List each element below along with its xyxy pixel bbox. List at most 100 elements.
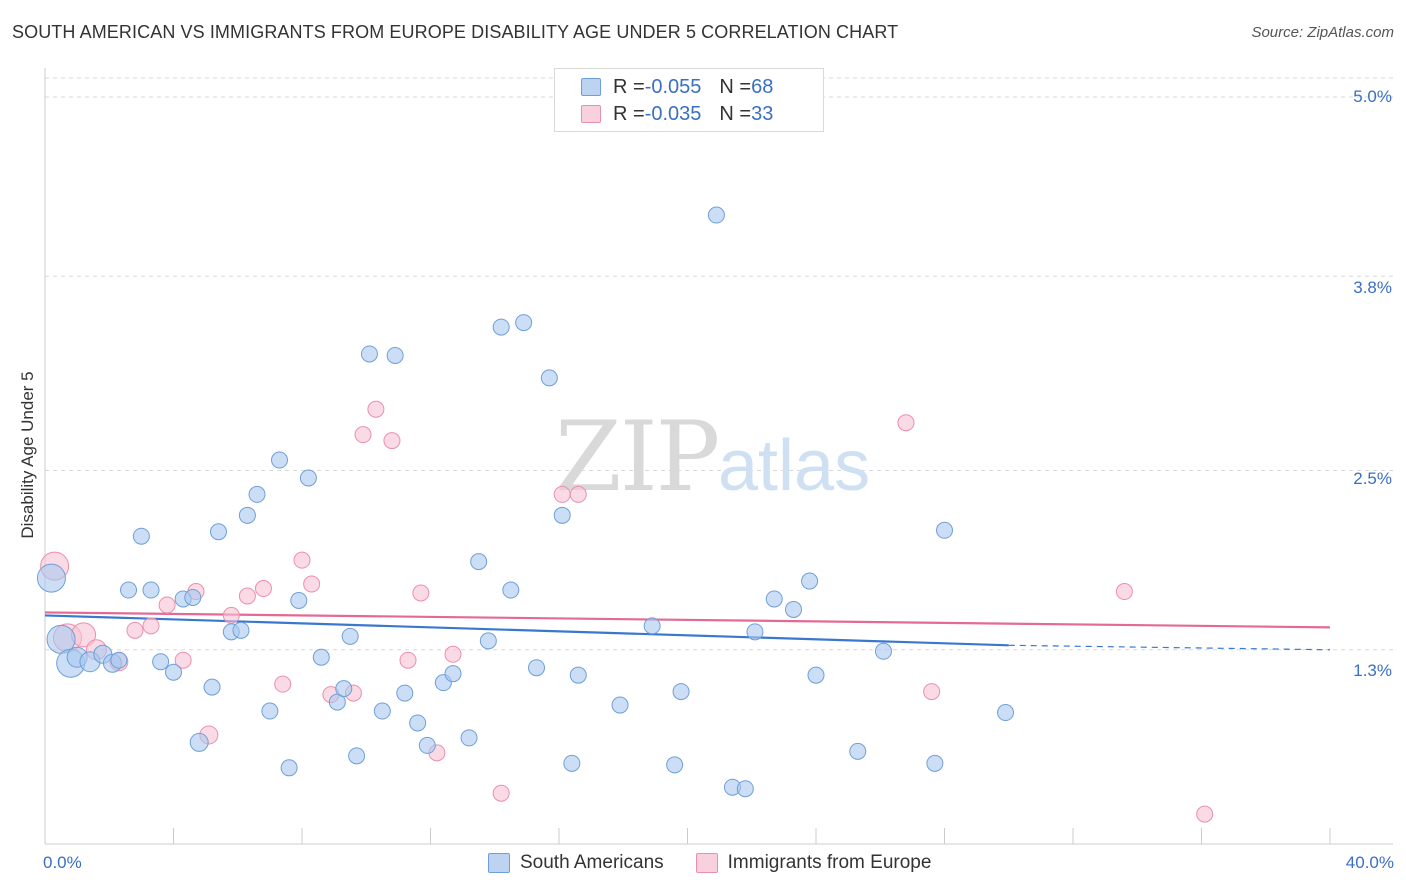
point-immigrant-europe <box>1196 805 1214 823</box>
point-south-american <box>611 696 629 714</box>
point-immigrant-europe <box>354 426 372 444</box>
point-south-american <box>528 659 546 677</box>
point-immigrant-europe <box>238 587 256 605</box>
legend-item-south-americans[interactable]: South Americans <box>488 852 664 874</box>
point-south-american <box>563 754 581 772</box>
point-south-american <box>152 653 170 671</box>
point-south-american <box>672 683 690 701</box>
point-south-american <box>736 780 754 798</box>
trend-lines <box>44 611 1331 651</box>
point-south-american <box>479 632 497 650</box>
point-immigrant-europe <box>492 784 510 802</box>
watermark-atlas: atlas <box>718 426 870 506</box>
legend-label: Immigrants from Europe <box>727 852 932 873</box>
r-value: -0.055 <box>644 75 702 98</box>
stats-row-immigrants-europe: R = -0.035 N = 33 <box>581 102 773 126</box>
point-south-american <box>666 756 684 774</box>
point-immigrant-europe <box>293 551 311 569</box>
point-south-american <box>335 680 353 698</box>
legend-item-immigrants-europe[interactable]: Immigrants from Europe <box>695 852 932 874</box>
stats-row-south-americans: R = -0.055 N = 68 <box>581 75 773 99</box>
point-immigrant-europe <box>222 606 240 624</box>
point-south-american <box>746 623 764 641</box>
point-south-american <box>460 729 478 747</box>
y-tick-label: 2.5% <box>1353 469 1392 488</box>
n-label: N = <box>719 102 752 125</box>
point-south-american <box>936 521 953 539</box>
chart-title: SOUTH AMERICAN VS IMMIGRANTS FROM EUROPE… <box>12 22 899 42</box>
point-immigrant-europe <box>1115 583 1133 601</box>
point-immigrant-europe <box>254 580 272 598</box>
n-value: 33 <box>751 102 774 125</box>
point-south-american <box>849 742 867 760</box>
point-south-american <box>184 588 202 606</box>
point-immigrant-europe <box>158 596 176 614</box>
point-immigrant-europe <box>569 485 587 503</box>
point-south-american <box>386 346 404 364</box>
point-south-american <box>248 485 266 503</box>
point-immigrant-europe <box>412 584 430 602</box>
point-immigrant-europe <box>923 683 941 701</box>
stats-legend: R = -0.055 N = 68 R = -0.035 N = 33 <box>554 68 824 132</box>
pink-swatch <box>695 853 718 873</box>
point-immigrant-europe <box>399 651 417 669</box>
point-south-american <box>515 314 533 332</box>
point-south-american <box>271 451 289 469</box>
point-south-american <box>643 617 661 635</box>
blue-swatch <box>581 78 601 96</box>
point-south-american <box>807 666 825 684</box>
point-immigrant-europe <box>303 575 321 593</box>
point-immigrant-europe <box>126 621 144 639</box>
pink-swatch <box>581 105 601 123</box>
point-south-american <box>409 714 427 732</box>
point-south-american <box>132 527 150 545</box>
point-south-american <box>312 648 330 666</box>
point-south-american <box>360 345 378 363</box>
point-south-american <box>373 702 391 720</box>
point-south-american <box>348 747 366 765</box>
point-south-american <box>997 704 1015 722</box>
point-south-american <box>110 651 128 669</box>
blue-swatch <box>488 853 510 873</box>
point-south-american <box>341 627 359 645</box>
x-tick-label: 40.0% <box>1345 853 1394 872</box>
trend-line-south-americans <box>44 614 1009 647</box>
point-immigrant-europe <box>897 414 915 432</box>
r-value: -0.035 <box>644 102 702 125</box>
point-south-american <box>261 702 279 720</box>
point-immigrant-europe <box>383 432 401 450</box>
point-south-american <box>280 759 298 777</box>
point-south-american <box>120 581 138 599</box>
point-south-american <box>238 506 256 524</box>
data-points <box>36 206 1214 823</box>
trend-line-south-americans-extension <box>1008 644 1331 651</box>
point-immigrant-europe <box>142 617 160 635</box>
point-south-american <box>165 663 182 681</box>
point-south-american <box>290 591 308 609</box>
n-label: N = <box>719 75 752 98</box>
point-immigrant-europe <box>444 645 462 663</box>
trend-line-immigrants-europe <box>44 611 1331 629</box>
point-south-american <box>203 678 221 696</box>
point-immigrant-europe <box>274 675 292 693</box>
y-tick-label: 1.3% <box>1353 661 1392 680</box>
point-immigrant-europe <box>553 485 571 503</box>
point-south-american <box>765 590 783 608</box>
r-label: R = <box>613 75 645 98</box>
axes <box>44 68 1393 845</box>
point-south-american <box>470 553 488 571</box>
point-south-american <box>926 754 944 772</box>
point-south-american <box>785 600 803 618</box>
point-south-american <box>299 469 317 487</box>
n-value: 68 <box>751 75 774 98</box>
point-south-american <box>189 732 209 752</box>
gridlines <box>45 77 1393 651</box>
series-legend: South Americans Immigrants from Europe <box>488 852 963 874</box>
point-south-american <box>707 206 725 224</box>
point-south-american <box>492 318 510 336</box>
y-axis-label: Disability Age Under 5 <box>18 371 37 539</box>
y-tick-label: 3.8% <box>1353 278 1392 297</box>
point-south-american <box>553 506 571 524</box>
point-south-american <box>569 666 587 684</box>
